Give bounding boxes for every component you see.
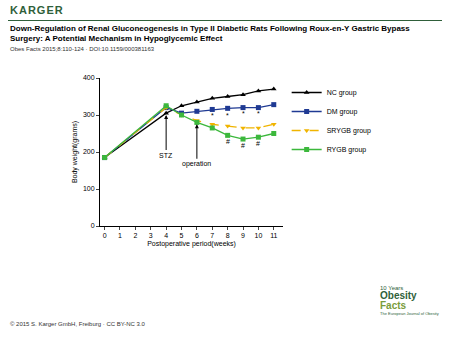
- svg-text:0: 0: [91, 222, 95, 229]
- svg-text:Body weight(grams): Body weight(grams): [71, 121, 79, 183]
- svg-text:#: #: [226, 138, 230, 145]
- svg-text:5: 5: [180, 232, 184, 239]
- svg-text:400: 400: [83, 74, 95, 81]
- svg-text:1: 1: [118, 232, 122, 239]
- html-text:Down-Regulation of Renal Gluco: Down-Regulation of Renal Gluconeogenesis…: [10, 24, 410, 43]
- html-text:© 2015 S. Karger GmbH, Freibur: © 2015 S. Karger GmbH, Freiburg · CC BY-…: [10, 321, 145, 327]
- svg-text:8: 8: [226, 232, 230, 239]
- svg-text:DM group: DM group: [327, 108, 358, 116]
- svg-text:SRYGB group: SRYGB group: [327, 127, 371, 135]
- svg-text:*: *: [257, 110, 260, 117]
- svg-text:STZ: STZ: [159, 152, 173, 159]
- svg-text:Postoperative period(weeks): Postoperative period(weeks): [147, 240, 236, 248]
- svg-text:*: *: [242, 110, 245, 117]
- svg-text:operation: operation: [182, 160, 211, 168]
- svg-text:0: 0: [103, 232, 107, 239]
- html-text:The European Journal of Obesit: The European Journal of Obesity: [380, 311, 439, 316]
- svg-text:4: 4: [164, 232, 168, 239]
- html-text:Obesity: Obesity: [380, 290, 417, 301]
- svg-text:10: 10: [254, 232, 262, 239]
- svg-text:NC group: NC group: [327, 89, 357, 97]
- svg-text:*: *: [226, 112, 229, 119]
- svg-text:RYGB group: RYGB group: [327, 146, 367, 154]
- svg-text:300: 300: [83, 111, 95, 118]
- html-text:10 Years: 10 Years: [380, 285, 404, 291]
- svg-text:2: 2: [133, 232, 137, 239]
- svg-text:6: 6: [195, 232, 199, 239]
- svg-text:#: #: [256, 140, 260, 147]
- svg-text:#: #: [241, 142, 245, 149]
- html-text:KARGER: KARGER: [10, 4, 64, 16]
- svg-text:200: 200: [83, 148, 95, 155]
- svg-text:11: 11: [270, 232, 277, 239]
- svg-text:7: 7: [210, 232, 214, 239]
- svg-text:100: 100: [83, 185, 95, 192]
- svg-text:*: *: [211, 112, 214, 119]
- svg-text:3: 3: [149, 232, 153, 239]
- html-text:Obes Facts 2015;8:110-124 · DO: Obes Facts 2015;8:110-124 · DOI:10.1159/…: [10, 46, 155, 52]
- html-text:Facts: Facts: [380, 300, 407, 311]
- svg-text:9: 9: [241, 232, 245, 239]
